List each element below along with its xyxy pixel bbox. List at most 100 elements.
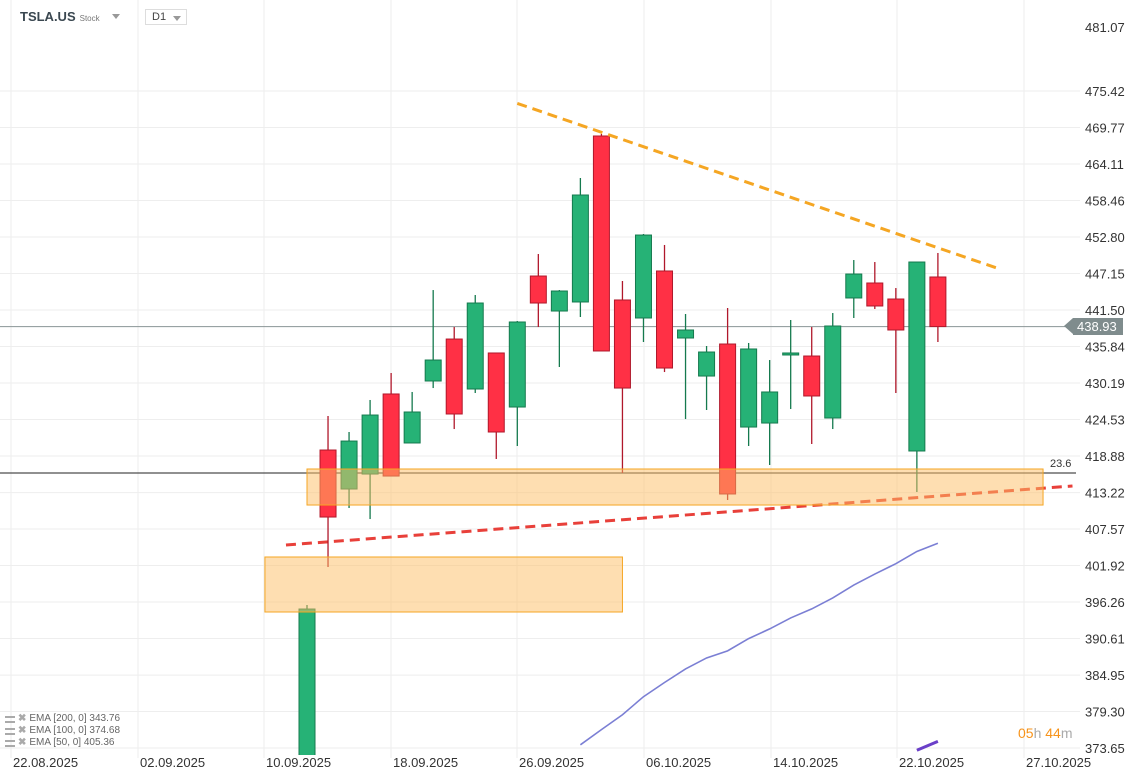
resistance-trendline[interactable] [516,101,998,270]
ema-lines [579,542,939,752]
timer-hours-unit: h [1033,725,1042,741]
settings-lines-icon[interactable] [5,727,15,735]
candle [424,290,442,389]
close-icon[interactable]: ✖ [18,713,27,724]
candle-body [424,359,442,382]
candle-body [445,338,463,415]
candle-body [508,321,526,408]
x-tick-label: 06.10.2025 [646,755,711,770]
y-tick-label: 464.11 [1085,157,1124,172]
y-tick-label: 424.53 [1085,413,1125,428]
candle [887,288,905,394]
candle-body [592,135,610,352]
settings-lines-icon[interactable] [5,715,15,723]
candle-body [529,275,547,304]
support-zone[interactable] [306,468,1044,506]
y-tick-label: 401.92 [1085,559,1125,574]
y-tick-label: 390.61 [1085,632,1125,647]
y-tick-label: 475.42 [1085,84,1125,99]
candle-body [656,270,674,369]
legend-ema100: ✖ EMA [100, 0] 374.68 [5,725,120,737]
legend-label: EMA [50, 0] 405.36 [29,737,115,748]
candle-body [487,352,505,433]
candle [592,133,610,352]
candle-body [298,608,316,755]
timer-minutes: 44 [1045,725,1061,741]
candle [803,327,821,445]
y-tick-label: 430.19 [1085,376,1125,391]
candle [466,295,484,394]
y-tick-label: 396.26 [1085,595,1125,610]
candle [634,234,652,343]
candle [571,178,589,318]
indicator-legend: ✖ EMA [200, 0] 343.76 ✖ EMA [100, 0] 374.6… [5,713,120,749]
instrument-type: Stock [79,14,100,23]
candle-body [740,348,758,428]
candle [698,346,716,410]
y-tick-label: 435.84 [1085,340,1125,355]
x-tick-label: 22.08.2025 [13,755,78,770]
timeframe-value: D1 [152,11,167,23]
candle [656,244,674,373]
y-tick-label: 481.07 [1085,20,1125,35]
candle-body [908,261,926,452]
close-icon[interactable]: ✖ [18,737,27,748]
ema100-line [916,739,939,752]
candle-body [887,298,905,331]
candle [782,319,800,410]
candle-body [571,194,589,303]
resistance-trendline-group[interactable] [516,101,998,270]
x-tick-label: 14.10.2025 [773,755,838,770]
zones[interactable] [264,468,1044,613]
timer-hours: 05 [1018,725,1034,741]
candle [382,372,400,477]
candle-body [866,282,884,307]
candle [845,260,863,318]
candle [824,313,842,430]
y-tick-label: 384.95 [1085,668,1125,683]
fib-label: 23.6 [1050,458,1071,470]
candle [529,254,547,328]
candle [866,262,884,310]
legend-ema200: ✖ EMA [200, 0] 343.76 [5,713,120,725]
x-tick-label: 26.09.2025 [519,755,584,770]
legend-ema50: ✖ EMA [50, 0] 405.36 [5,737,120,749]
timeframe-select[interactable]: D1 [145,9,187,25]
y-tick-label: 458.46 [1085,193,1125,208]
y-tick-label: 413.22 [1085,486,1125,501]
candle-body [824,325,842,419]
x-axis: 22.08.2025 02.09.2025 10.09.2025 18.09.2025… [13,755,1091,770]
ema50-line [579,542,939,746]
candle-body [677,329,695,339]
candle-body [782,352,800,356]
candle [677,313,695,420]
support-zone[interactable] [264,556,623,613]
settings-lines-icon[interactable] [5,739,15,747]
candle [908,261,926,492]
candle-body [382,393,400,477]
candle-body [613,299,631,389]
candle-body [761,391,779,424]
x-tick-label: 02.09.2025 [140,755,205,770]
symbol-name: TSLA.US [20,9,76,24]
symbol-selector[interactable]: TSLA.US Stock [20,9,120,24]
candle [613,281,631,474]
candle-body [550,290,568,312]
x-tick-label: 10.09.2025 [266,755,331,770]
candle-body [803,355,821,397]
chevron-down-icon [173,16,181,21]
candle [929,252,947,343]
y-tick-label: 441.50 [1085,303,1125,318]
chevron-down-icon [111,14,120,19]
candle-body [361,414,379,475]
legend-label: EMA [100, 0] 374.68 [29,725,121,736]
y-axis: 481.07 475.42 469.77 464.11 458.46 452.80 447.… [1085,20,1125,756]
close-icon[interactable]: ✖ [18,725,27,736]
candle [445,327,463,430]
candle [403,391,421,444]
candle-body [466,302,484,390]
candle-body [845,273,863,299]
candle [550,290,568,367]
last-price-label: 438.93 [1064,318,1123,336]
